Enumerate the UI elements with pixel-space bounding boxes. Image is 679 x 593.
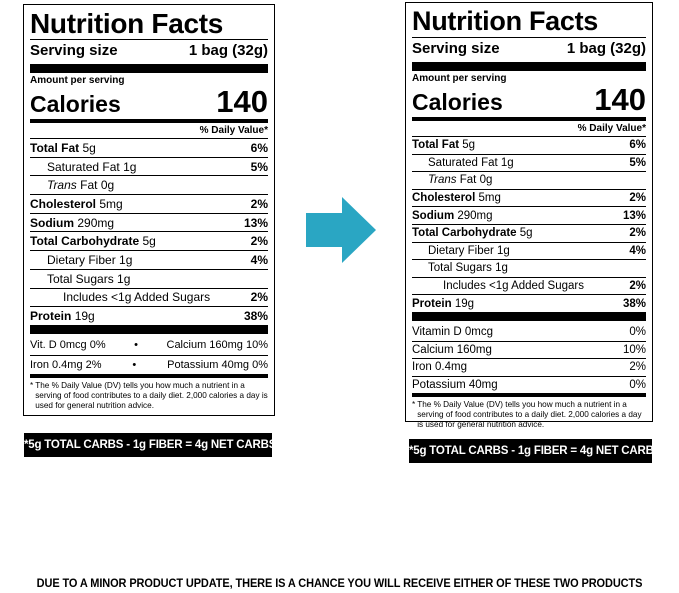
nutrient-row-sodium: Sodium 290mg 13% — [30, 212, 268, 232]
divider-medium — [30, 119, 268, 123]
footnote: * The % Daily Value (DV) tells you how m… — [30, 380, 268, 410]
nutrient-row-total-sugars: Total Sugars 1g — [30, 268, 268, 288]
calories-label: Calories — [412, 89, 503, 115]
calories-value: 140 — [594, 82, 646, 117]
nutrient-row-cholesterol: Cholesterol 5mg 2% — [30, 194, 268, 213]
nutrient-row-protein: Protein 19g 38% — [412, 294, 646, 312]
calories-value: 140 — [216, 84, 268, 119]
divider-medium — [412, 393, 646, 398]
calories-row: Calories 140 — [412, 82, 646, 117]
daily-value-header: % Daily Value* — [577, 123, 646, 134]
nutrient-row-protein: Protein 19g 38% — [30, 306, 268, 325]
amount-per-serving: Amount per serving — [30, 75, 125, 86]
arrow-right-icon — [306, 197, 376, 263]
daily-value-header: % Daily Value* — [199, 125, 268, 136]
nutrient-row-added-sugars: Includes <1g Added Sugars 2% — [30, 287, 268, 307]
vitamin-row: Iron 0.4mg 2% • Potassium 40mg 0% — [30, 354, 268, 374]
serving-size-value: 1 bag (32g) — [566, 40, 646, 57]
nutrient-row-total-fat: Total Fat 5g 6% — [30, 138, 268, 157]
footnote: * The % Daily Value (DV) tells you how m… — [412, 400, 642, 430]
nutrient-row-total-sugars: Total Sugars 1g — [412, 259, 646, 277]
calories-label: Calories — [30, 91, 121, 117]
divider-thick — [412, 311, 646, 321]
serving-size-value: 1 bag (32g) — [188, 42, 268, 59]
vitamin-row-calcium: Calcium 160mg 10% — [412, 340, 646, 359]
nutrient-row-trans-fat: Trans Fat 0g — [30, 175, 268, 194]
nutrient-row-total-fat: Total Fat 5g 6% — [412, 136, 646, 154]
divider-thick — [412, 62, 646, 71]
vitamin-row-vitamin-d: Vitamin D 0mcg 0% — [412, 325, 646, 338]
nutrient-row-cholesterol: Cholesterol 5mg 2% — [412, 188, 646, 207]
calories-row: Calories 140 — [30, 84, 268, 119]
net-carbs-banner: *5g TOTAL CARBS - 1g FIBER = 4g NET CARB… — [24, 433, 276, 457]
net-carbs-banner: *5g TOTAL CARBS - 1g FIBER = 4g NET CARB… — [409, 439, 661, 463]
product-update-disclaimer: DUE TO A MINOR PRODUCT UPDATE, THERE IS … — [36, 576, 643, 590]
serving-size-label: Serving size — [30, 42, 118, 59]
serving-size-row: Serving size 1 bag (32g) — [30, 41, 268, 61]
nutrient-row-total-carbohydrate: Total Carbohydrate 5g 2% — [412, 223, 646, 242]
nutrient-row-sodium: Sodium 290mg 13% — [412, 206, 646, 224]
divider-thick — [30, 324, 268, 334]
divider-thick — [30, 64, 268, 73]
nutrition-label-new: Nutrition Facts Serving size 1 bag (32g)… — [405, 2, 653, 429]
serving-size-label: Serving size — [412, 40, 500, 57]
vitamin-row: Vit. D 0mcg 0% • Calcium 160mg 10% — [30, 339, 268, 352]
nutrient-row-dietary-fiber: Dietary Fiber 1g 4% — [30, 250, 268, 269]
nutrient-row-trans-fat: Trans Fat 0g — [412, 171, 646, 189]
nutrient-row-dietary-fiber: Dietary Fiber 1g 4% — [412, 241, 646, 260]
vitamin-row-iron: Iron 0.4mg 2% — [412, 358, 646, 376]
nutrition-label-old: Nutrition Facts Serving size 1 bag (32g)… — [23, 4, 275, 416]
serving-size-row: Serving size 1 bag (32g) — [412, 39, 646, 59]
amount-per-serving: Amount per serving — [412, 73, 507, 84]
divider-medium — [30, 373, 268, 378]
divider-medium — [412, 117, 646, 121]
nutrient-row-saturated-fat: Saturated Fat 1g 5% — [30, 156, 268, 176]
nutrient-row-saturated-fat: Saturated Fat 1g 5% — [412, 153, 646, 172]
nutrient-row-added-sugars: Includes <1g Added Sugars 2% — [412, 276, 646, 295]
label-title: Nutrition Facts — [30, 8, 224, 39]
vitamin-row-potassium: Potassium 40mg 0% — [412, 375, 646, 394]
nutrient-row-total-carbohydrate: Total Carbohydrate 5g 2% — [30, 231, 268, 250]
label-title: Nutrition Facts — [412, 6, 599, 36]
